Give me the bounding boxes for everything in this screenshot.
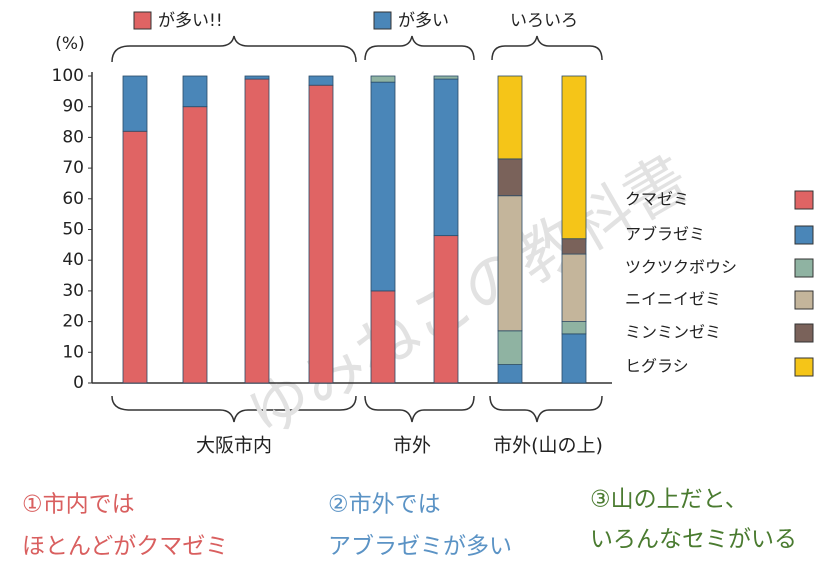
bar-segment <box>433 75 459 80</box>
y-tick-label: 50 <box>62 220 84 240</box>
y-tick-label: 80 <box>62 127 84 147</box>
bar-segment <box>244 78 270 384</box>
legend-label: ヒグラシ <box>625 357 689 376</box>
y-tick-label: 10 <box>62 342 84 362</box>
bar-segment <box>122 130 148 384</box>
note: いろんなセミがいる <box>590 527 797 553</box>
bottom-brace <box>364 395 475 423</box>
bar-segment <box>308 84 334 384</box>
y-tick-label: 60 <box>62 189 84 209</box>
bar-segment <box>182 106 208 384</box>
bar-segment <box>433 78 459 237</box>
top-label-swatch <box>133 11 152 30</box>
group-label: 市外 <box>393 435 431 457</box>
top-label: が多い!! <box>158 11 223 31</box>
top-brace <box>111 35 357 63</box>
bar-segment <box>497 364 523 384</box>
bar-segment <box>370 81 396 292</box>
legend-swatch <box>794 357 814 377</box>
y-tick-label: 20 <box>62 312 84 332</box>
legend-swatch <box>794 258 814 278</box>
legend-swatch <box>794 225 814 245</box>
y-tick-label: 70 <box>62 158 84 178</box>
bar-segment <box>497 158 523 197</box>
bar-segment <box>370 75 396 83</box>
legend-swatch <box>794 190 814 210</box>
note: ①市内では <box>22 492 135 518</box>
bar-segment <box>497 75 523 160</box>
bar-segment <box>561 75 587 240</box>
bar-segment <box>308 75 334 86</box>
top-brace <box>364 35 475 61</box>
legend-label: クマゼミ <box>625 190 689 209</box>
bar-segment <box>497 195 523 332</box>
bar-segment <box>244 75 270 80</box>
top-brace <box>491 35 603 61</box>
y-tick-label: 30 <box>62 281 84 301</box>
y-tick-label: 90 <box>62 97 84 117</box>
bar-segment <box>370 290 396 384</box>
note: ③山の上だと、 <box>590 487 748 513</box>
bar-segment <box>433 235 459 384</box>
bar-segment <box>561 333 587 384</box>
bottom-brace <box>111 395 357 423</box>
note: アブラゼミが多い <box>328 534 512 560</box>
bar-segment <box>561 321 587 335</box>
legend-label: アブラゼミ <box>625 225 705 244</box>
y-tick-label: 0 <box>73 373 84 393</box>
bar-segment <box>182 75 208 108</box>
bar-segment <box>561 253 587 322</box>
bar-segment <box>122 75 148 132</box>
note: ほとんどがクマゼミ <box>22 534 228 560</box>
y-axis-label: (%) <box>55 34 84 54</box>
note: ②市外では <box>328 492 441 518</box>
bottom-brace <box>489 395 603 423</box>
y-tick-label: 100 <box>52 66 84 86</box>
legend-label: ニイニイゼミ <box>625 290 721 309</box>
bar-segment <box>497 330 523 365</box>
legend-swatch <box>794 290 814 310</box>
top-label: が多い <box>398 11 449 31</box>
group-label: 市外(山の上) <box>493 435 603 457</box>
y-tick-label: 40 <box>62 250 84 270</box>
legend-label: ミンミンゼミ <box>625 323 721 342</box>
top-label-swatch <box>373 11 392 30</box>
bar-segment <box>561 238 587 255</box>
top-label: いろいろ <box>510 11 578 31</box>
legend-swatch <box>794 323 814 343</box>
group-label: 大阪市内 <box>196 435 272 457</box>
legend-label: ツクツクボウシ <box>625 258 737 277</box>
